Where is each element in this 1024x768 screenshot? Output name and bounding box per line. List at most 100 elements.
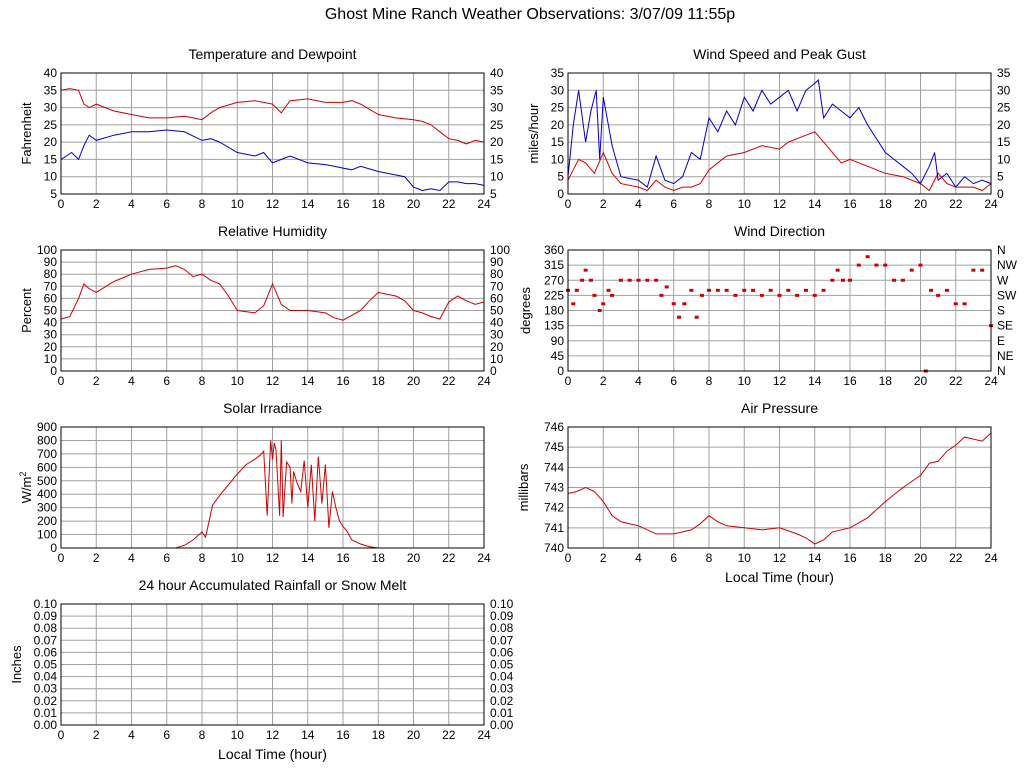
data-point bbox=[980, 268, 985, 272]
x-tick-label: 24 bbox=[477, 728, 491, 742]
x-tick-label: 0 bbox=[565, 374, 572, 388]
data-point bbox=[874, 263, 879, 267]
y-tick-label: 740 bbox=[544, 541, 564, 555]
x-tick-label: 14 bbox=[301, 551, 315, 565]
right-tick-label: 0.01 bbox=[490, 706, 514, 720]
chart-title: Temperature and Dewpoint bbox=[188, 46, 356, 62]
y-tick-label: 100 bbox=[37, 243, 57, 257]
y-tick-label: 0.03 bbox=[34, 682, 58, 696]
x-tick-label: 8 bbox=[199, 728, 206, 742]
x-tick-label: 8 bbox=[199, 551, 206, 565]
x-tick-label: 22 bbox=[442, 728, 456, 742]
y-tick-label: 0.01 bbox=[34, 706, 58, 720]
x-tick-label: 10 bbox=[231, 374, 245, 388]
y-tick-label: 80 bbox=[44, 267, 58, 281]
data-point bbox=[751, 288, 756, 292]
y-tick-label: 0.02 bbox=[34, 694, 58, 708]
x-tick-label: 12 bbox=[266, 374, 280, 388]
x-tick-label: 14 bbox=[301, 197, 315, 211]
y-tick-label: 600 bbox=[37, 460, 57, 474]
x-tick-label: 14 bbox=[808, 551, 822, 565]
data-point bbox=[571, 302, 576, 306]
y-tick-label: 0.00 bbox=[34, 718, 58, 732]
data-point bbox=[971, 268, 976, 272]
x-axis-label: Local Time (hour) bbox=[218, 746, 327, 762]
y-axis-label: miles/hour bbox=[526, 103, 541, 164]
right-tick-label: 60 bbox=[490, 291, 504, 305]
y-axis-label: Fahrenheit bbox=[19, 102, 34, 165]
x-tick-label: 22 bbox=[949, 374, 963, 388]
x-tick-label: 4 bbox=[128, 374, 135, 388]
y-tick-label: 746 bbox=[544, 420, 564, 434]
y-axis-label: degrees bbox=[518, 287, 533, 334]
y-tick-label: 744 bbox=[544, 460, 564, 474]
x-tick-label: 6 bbox=[163, 374, 170, 388]
x-tick-label: 6 bbox=[163, 551, 170, 565]
data-point bbox=[671, 302, 676, 306]
x-tick-label: 14 bbox=[808, 374, 822, 388]
x-tick-label: 0 bbox=[58, 551, 65, 565]
y-tick-label: 0 bbox=[50, 541, 57, 555]
x-tick-label: 6 bbox=[670, 374, 677, 388]
x-tick-label: 18 bbox=[372, 374, 386, 388]
y-tick-label: 745 bbox=[544, 440, 564, 454]
y-tick-label: 60 bbox=[44, 291, 58, 305]
x-tick-label: 2 bbox=[93, 197, 100, 211]
right-tick-label: 20 bbox=[490, 340, 504, 354]
y-tick-label: 30 bbox=[44, 101, 58, 115]
y-tick-label: 5 bbox=[50, 187, 57, 201]
y-tick-label: 40 bbox=[44, 66, 58, 80]
data-point bbox=[892, 278, 897, 282]
data-point bbox=[627, 278, 632, 282]
plot-frame bbox=[60, 426, 485, 549]
data-point bbox=[768, 288, 773, 292]
y-tick-label: 0.08 bbox=[34, 621, 58, 635]
data-point bbox=[610, 293, 615, 297]
y-tick-label: 10 bbox=[44, 352, 58, 366]
y-tick-label: 100 bbox=[37, 528, 57, 542]
data-point bbox=[580, 278, 585, 282]
x-tick-label: 6 bbox=[163, 197, 170, 211]
x-tick-label: 8 bbox=[706, 197, 713, 211]
y-tick-label: 800 bbox=[37, 433, 57, 447]
y-tick-label: 135 bbox=[544, 319, 564, 333]
x-tick-label: 12 bbox=[266, 551, 280, 565]
y-tick-label: 20 bbox=[551, 118, 565, 132]
x-tick-label: 16 bbox=[336, 197, 350, 211]
y-tick-label: 0 bbox=[50, 364, 57, 378]
x-tick-label: 12 bbox=[773, 551, 787, 565]
right-tick-label: 30 bbox=[490, 101, 504, 115]
x-tick-label: 24 bbox=[984, 197, 998, 211]
y-tick-label: 315 bbox=[544, 258, 564, 272]
y-tick-label: 900 bbox=[37, 420, 57, 434]
data-point bbox=[601, 302, 606, 306]
chart-title: Solar Irradiance bbox=[223, 400, 322, 416]
series-line-wind-speed bbox=[567, 131, 992, 192]
right-tick-label: 20 bbox=[997, 118, 1011, 132]
x-tick-label: 14 bbox=[301, 728, 315, 742]
data-point bbox=[865, 255, 870, 259]
series-line-peak-gust bbox=[567, 78, 992, 188]
x-tick-label: 2 bbox=[93, 374, 100, 388]
data-point bbox=[883, 263, 888, 267]
data-point bbox=[583, 268, 588, 272]
x-tick-label: 14 bbox=[808, 197, 822, 211]
x-tick-label: 2 bbox=[93, 551, 100, 565]
series-line-dewpoint bbox=[60, 129, 485, 192]
data-point bbox=[777, 293, 782, 297]
data-point bbox=[636, 278, 641, 282]
y-tick-label: 10 bbox=[44, 170, 58, 184]
y-tick-label: 35 bbox=[44, 83, 58, 97]
x-tick-label: 14 bbox=[301, 374, 315, 388]
right-tick-label: 30 bbox=[490, 328, 504, 342]
y-tick-label: 10 bbox=[551, 152, 565, 166]
y-tick-label: 743 bbox=[544, 481, 564, 495]
right-tick-label: 10 bbox=[997, 152, 1011, 166]
y-axis-label-superscript: 2 bbox=[18, 472, 28, 477]
y-tick-label: 35 bbox=[551, 66, 565, 80]
x-tick-label: 0 bbox=[58, 197, 65, 211]
x-tick-label: 24 bbox=[984, 551, 998, 565]
